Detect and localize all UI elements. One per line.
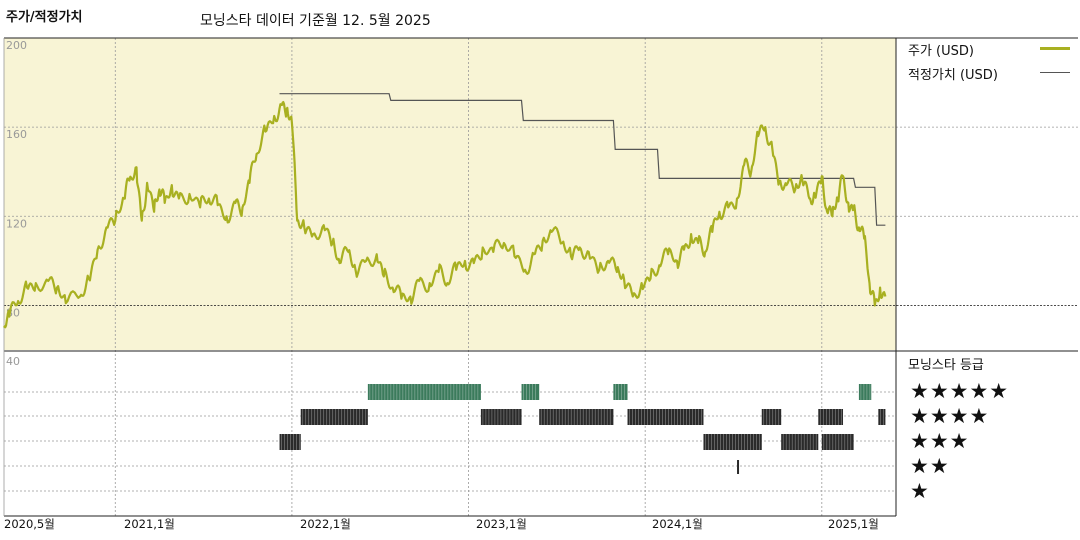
rating-bar (627, 409, 704, 425)
rating-bar (878, 409, 886, 425)
rating-bar (613, 384, 628, 400)
x-tick-label: 2022,1월 (300, 517, 351, 531)
legend-fair-label: 적정가치 (USD) (908, 68, 998, 83)
legend-price-swatch (1040, 47, 1070, 50)
rating-3-stars: ★★★ (910, 429, 970, 453)
rating-bar (279, 434, 301, 450)
x-tick-label: 2023,1월 (476, 517, 527, 531)
rating-5-stars: ★★★★★ (910, 379, 1010, 403)
rating-bar (480, 409, 522, 425)
price-plot-area (4, 38, 896, 350)
y-tick-label: 200 (6, 39, 27, 52)
rating-bar (821, 434, 854, 450)
rating-bar (858, 384, 872, 400)
x-tick-label: 2020,5월 (4, 517, 55, 531)
rating-bar (703, 434, 762, 450)
rating-bar (818, 409, 844, 425)
legend-fair-swatch (1040, 72, 1070, 73)
rating-bar (761, 409, 782, 425)
rating-2-stars: ★★ (910, 454, 950, 478)
rating-1-star: ★ (910, 479, 930, 503)
y-tick-label: 120 (6, 217, 27, 230)
rating-title: 모닝스타 등급 (908, 358, 984, 373)
rating-bar (737, 460, 740, 474)
chart-subtitle: 모닝스타 데이터 기준월 12. 5월 2025 (200, 13, 431, 29)
chart-title: 주가/적정가치 (6, 10, 83, 25)
x-tick-label: 2024,1월 (652, 517, 703, 531)
rating-bar (300, 409, 368, 425)
x-tick-label: 2025,1월 (828, 517, 879, 531)
legend-price-label: 주가 (USD) (908, 44, 974, 59)
rating-bar (367, 384, 481, 400)
y-tick-label: 40 (6, 355, 20, 368)
rating-4-stars: ★★★★ (910, 404, 990, 428)
y-tick-label: 160 (6, 128, 27, 141)
price-line (3, 101, 887, 329)
fair-value-line (279, 93, 886, 226)
rating-bar (521, 384, 540, 400)
rating-bar (539, 409, 614, 425)
x-tick-label: 2021,1월 (124, 517, 175, 531)
rating-bar (781, 434, 819, 450)
